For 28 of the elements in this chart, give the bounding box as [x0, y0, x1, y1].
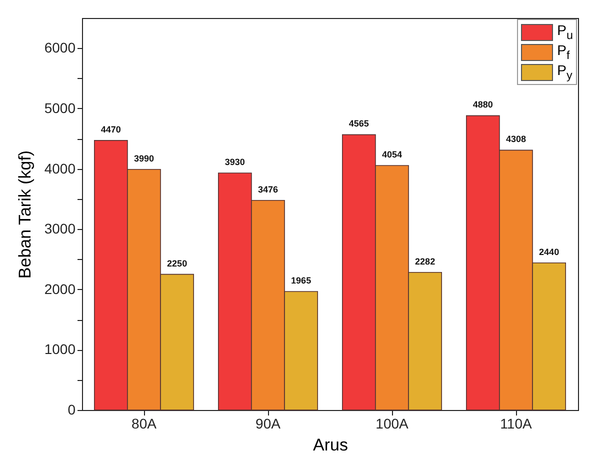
x-axis-title: Arus	[313, 436, 348, 454]
legend-label: P$_{u}$	[557, 22, 573, 42]
data-label: 3990	[134, 153, 154, 164]
y-tick-label: 4000	[44, 160, 76, 176]
data-label: 2282	[415, 256, 436, 266]
y-tick-label: 6000	[44, 40, 76, 56]
x-tick-label: 110A	[500, 416, 532, 432]
legend-label: P$_{y}$	[557, 62, 572, 82]
data-label: 4308	[506, 134, 526, 144]
y-axis-title: Beban Tarik (kgf)	[15, 150, 34, 279]
data-label: 4054	[382, 150, 402, 160]
data-label: 2250	[167, 258, 188, 268]
x-tick-label: 100A	[376, 416, 410, 432]
y-tick-label: 3000	[44, 220, 76, 237]
data-label: 3930	[224, 156, 245, 167]
data-label: 2440	[539, 246, 560, 257]
x-tick-label: 80A	[132, 416, 158, 432]
data-label: 3476	[258, 184, 278, 194]
y-tick-label: 1000	[44, 341, 76, 358]
data-label: 4470	[100, 124, 121, 134]
legend-label: P$_{f}$	[557, 42, 570, 62]
data-label: 4880	[472, 100, 493, 110]
y-tick-label: 2000	[44, 280, 76, 297]
y-tick-label: 0	[68, 402, 76, 418]
data-label: 1965	[291, 275, 312, 286]
y-tick-label: 5000	[44, 100, 76, 116]
data-label: 4565	[348, 118, 369, 129]
x-tick-label: 90A	[256, 416, 282, 432]
